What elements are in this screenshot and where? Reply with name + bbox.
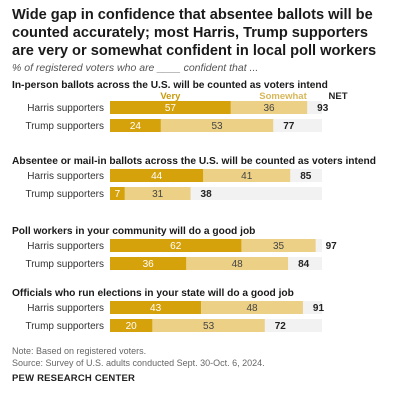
value-label-net: 72 [275,321,287,332]
value-label-net: 91 [313,303,325,314]
value-label-somewhat: 31 [152,189,164,200]
row-label: Harris supporters [27,103,104,114]
source-text: Source: Survey of U.S. adults conducted … [12,358,265,368]
bar-very [110,119,161,132]
group-title: In-person ballots across the U.S. will b… [12,80,328,91]
bar-very [110,101,231,114]
value-label-very: 36 [143,259,155,270]
bar-somewhat [241,239,316,252]
bar-somewhat [203,169,291,182]
value-label-net: 97 [326,241,338,252]
row-label: Harris supporters [27,303,104,314]
row-label: Trump supporters [25,189,104,200]
bar-very [110,319,153,332]
value-label-very: 7 [115,189,121,200]
value-label-somewhat: 48 [246,303,258,314]
bar-somewhat [186,257,289,270]
bar-somewhat [160,119,274,132]
value-label-somewhat: 35 [273,241,285,252]
legend-very-label: Very [160,91,181,102]
bar-very [110,187,125,200]
value-label-net: 84 [298,259,310,270]
value-label-net: 93 [317,103,329,114]
value-label-net: 38 [201,189,213,200]
group-title: Absentee or mail-in ballots across the U… [12,156,376,167]
value-label-somewhat: 41 [241,171,253,182]
row-label: Trump supporters [25,121,104,132]
value-label-somewhat: 53 [211,121,223,132]
legend-somewhat-label: Somewhat [259,91,307,102]
row-label: Harris supporters [27,171,104,182]
bar-somewhat [230,101,308,114]
legend-net-label: NET [329,91,348,102]
value-label-very: 57 [165,103,177,114]
value-label-very: 20 [126,321,138,332]
value-label-very: 62 [170,241,182,252]
value-label-somewhat: 48 [232,259,244,270]
note-text: Note: Based on registered voters. [12,346,147,356]
group-title: Officials who run elections in your stat… [12,288,294,299]
row-label: Harris supporters [27,241,104,252]
value-label-net: 77 [283,121,295,132]
bar-somewhat [201,301,303,314]
value-label-very: 24 [130,121,142,132]
pew-research-center-logo: PEW RESEARCH CENTER [12,373,136,384]
chart-subtitle: % of registered voters who are ____ conf… [12,62,259,74]
value-label-net: 85 [300,171,312,182]
bar-very [110,257,187,270]
value-label-very: 44 [151,171,163,182]
bar-somewhat [152,319,265,332]
group-title: Poll workers in your community will do a… [12,226,255,237]
chart-title: Wide gap in confidence that absentee bal… [12,7,377,59]
row-label: Trump supporters [25,259,104,270]
value-label-somewhat: 36 [263,103,275,114]
row-label: Trump supporters [25,321,104,332]
bar-somewhat [124,187,191,200]
bar-very [110,169,204,182]
value-label-very: 43 [150,303,162,314]
value-label-somewhat: 53 [203,321,215,332]
bar-very [110,301,202,314]
bar-very [110,239,242,252]
